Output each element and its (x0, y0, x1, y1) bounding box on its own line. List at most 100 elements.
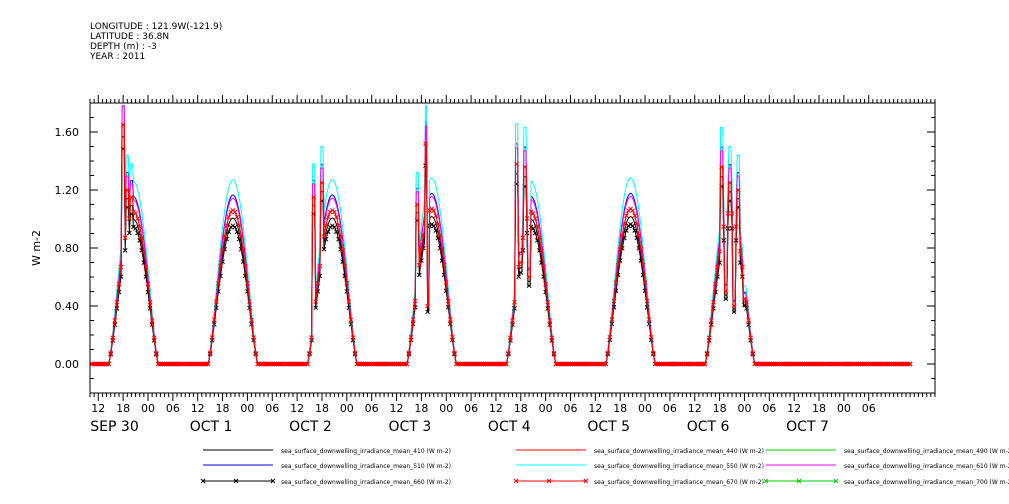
series-marker (545, 305, 551, 311)
legend-label: sea_surface_downwelling_irradiance_mean_… (594, 448, 764, 455)
x-tick-label: 06 (663, 402, 677, 415)
x-tick-label: 00 (240, 402, 254, 415)
legend-marker (796, 478, 802, 484)
legend-label: sea_surface_downwelling_irradiance_mean_… (844, 448, 1009, 455)
series-marker (431, 223, 437, 229)
x-tick-label: 12 (91, 402, 105, 415)
series-marker (907, 361, 913, 367)
series-line (92, 136, 911, 365)
x-tick-label: 00 (340, 402, 354, 415)
series-marker (609, 321, 615, 327)
legend-label: sea_surface_downwelling_irradiance_mean_… (594, 479, 764, 486)
x-day-label: SEP 30 (90, 419, 138, 435)
series-marker (632, 228, 638, 233)
series-marker (126, 230, 132, 236)
series-marker (232, 224, 238, 230)
series-layer (89, 105, 913, 367)
x-tick-label: 12 (290, 402, 304, 415)
series-marker (325, 229, 331, 235)
x-tick-label: 06 (166, 402, 180, 415)
x-day-label: OCT 5 (587, 419, 630, 435)
series-marker (624, 228, 629, 233)
series-marker (445, 304, 451, 310)
legend: sea_surface_downwelling_irradiance_mean_… (200, 448, 1009, 486)
series-marker (348, 321, 354, 327)
x-tick-label: 00 (837, 402, 851, 415)
x-tick-label: 06 (365, 402, 379, 415)
x-tick-label: 12 (688, 402, 702, 415)
series-line (92, 148, 911, 365)
series-marker (149, 322, 155, 328)
y-tick-label: 0.80 (55, 242, 80, 255)
series-marker (708, 322, 714, 328)
series-marker (122, 235, 128, 241)
y-tick-label: 0.00 (55, 358, 80, 371)
series-marker (416, 272, 422, 278)
legend-marker (546, 478, 552, 484)
legend-marker (233, 478, 239, 484)
series-marker (520, 247, 526, 253)
series-marker (122, 247, 128, 253)
x-tick-label: 18 (315, 402, 329, 415)
series-marker (133, 226, 138, 231)
x-tick-label: 12 (489, 402, 503, 415)
legend-marker (833, 478, 839, 484)
y-axis: 0.00 0.40 0.80 1.20 1.60 (55, 102, 935, 394)
y-tick-label: 1.20 (55, 184, 80, 197)
longitude-line: LONGITUDE : 121.9W(-121.9) (90, 22, 223, 32)
plot-frame (89, 102, 936, 394)
x-day-label: OCT 2 (289, 419, 332, 435)
x-tick-label: 06 (762, 402, 776, 415)
legend-label: sea_surface_downwelling_irradiance_mean_… (281, 463, 451, 470)
x-tick-label: 00 (737, 402, 751, 415)
x-tick-label: 12 (191, 402, 205, 415)
x-day-label: OCT 6 (687, 419, 730, 435)
series-marker (742, 302, 747, 308)
x-tick-label: 18 (713, 402, 727, 415)
series-marker (313, 305, 319, 311)
x-tick-label: 18 (116, 402, 130, 415)
series-marker (332, 224, 337, 230)
x-day-label: OCT 7 (786, 419, 829, 435)
legend-label: sea_surface_downwelling_irradiance_mean_… (281, 448, 451, 455)
x-tick-label: 06 (563, 402, 577, 415)
series-marker (321, 246, 327, 252)
x-tick-label: 18 (216, 402, 230, 415)
y-tick-label: 0.40 (55, 300, 80, 313)
series-line (92, 124, 911, 365)
x-day-label: OCT 4 (488, 419, 531, 435)
series-marker (526, 283, 532, 289)
x-tick-label: 12 (390, 402, 404, 415)
series-marker (723, 296, 729, 302)
x-tick-label: 00 (539, 402, 553, 415)
series-marker (532, 230, 538, 236)
legend-label: sea_surface_downwelling_irradiance_mean_… (844, 463, 1009, 470)
x-day-label: OCT 3 (389, 419, 432, 435)
y-tick-label: 1.60 (55, 126, 80, 139)
x-tick-label: 00 (141, 402, 155, 415)
x-axis: 12 18 00 06 12 18 00 06 12 18 00 06 12 18 00 06 12 18 00 06… (89, 95, 936, 435)
legend-marker (513, 478, 519, 484)
x-tick-label: 12 (787, 402, 801, 415)
legend-label: sea_surface_downwelling_irradiance_mean_… (844, 479, 1009, 486)
x-tick-label: 18 (812, 402, 826, 415)
series-marker (135, 230, 140, 236)
series-marker (530, 226, 536, 231)
series-marker (630, 223, 635, 229)
series-marker (731, 309, 737, 315)
series-marker (547, 322, 553, 328)
series-marker (211, 321, 217, 327)
legend-label: sea_surface_downwelling_irradiance_mean_… (594, 463, 764, 470)
x-tick-label: 12 (588, 402, 602, 415)
series-marker (711, 305, 716, 311)
x-tick-label: 18 (613, 402, 627, 415)
series-marker (448, 321, 453, 327)
legend-marker (763, 478, 769, 484)
x-tick-label: 18 (514, 402, 528, 415)
x-tick-label: 06 (862, 402, 876, 415)
series-marker (226, 229, 232, 235)
series-marker (334, 229, 339, 235)
legend-label: sea_surface_downwelling_irradiance_mean_… (281, 479, 451, 486)
legend-marker (200, 478, 206, 484)
